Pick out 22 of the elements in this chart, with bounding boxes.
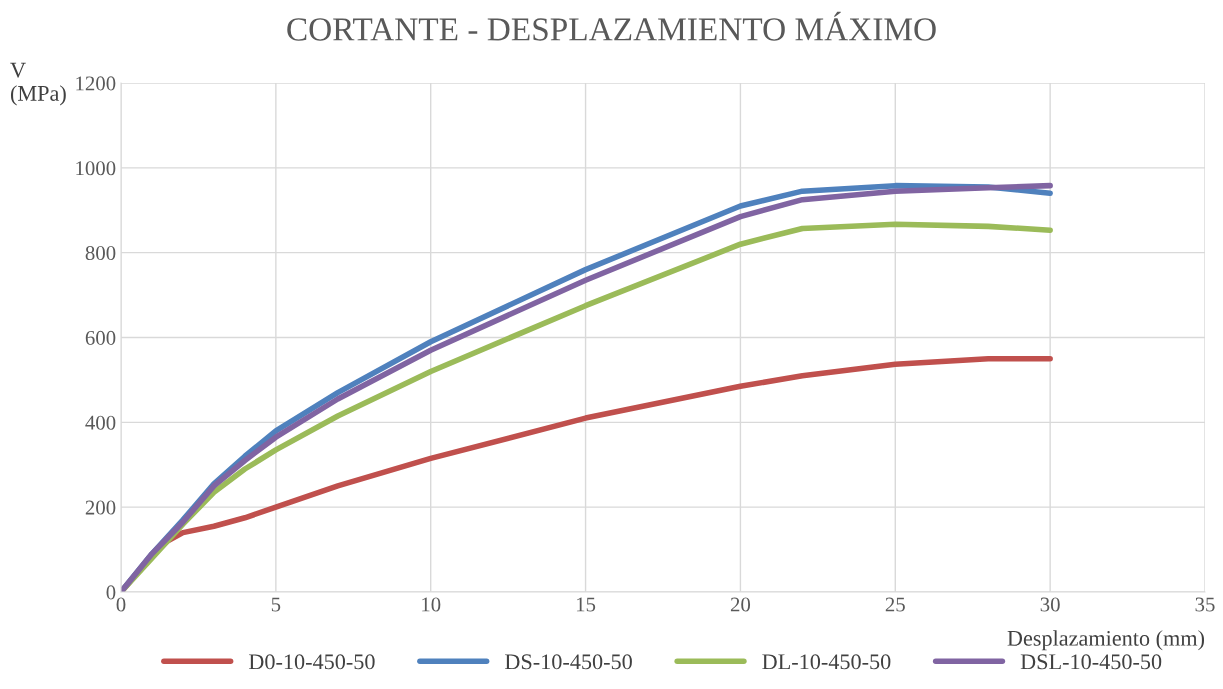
x-tick-label: 25	[885, 597, 905, 612]
y-axis-title: V (MPa)	[10, 62, 66, 106]
x-tick-label: 0	[116, 597, 126, 612]
legend-label: DS-10-450-50	[505, 654, 632, 670]
x-tick-label: 20	[730, 597, 751, 612]
x-tick-label: 5	[271, 597, 281, 612]
legend-label: D0-10-450-50	[248, 654, 375, 670]
legend-label: DL-10-450-50	[762, 654, 891, 670]
chart-title: CORTANTE - DESPLAZAMIENTO MÁXIMO	[287, 11, 936, 41]
x-axis-title: Desplazamiento (mm)	[1007, 630, 1205, 651]
y-tick-label: 800	[85, 246, 116, 261]
x-tick-label: 15	[576, 597, 596, 612]
x-tick-label: 35	[1195, 597, 1215, 612]
x-tick-label: 30	[1040, 597, 1060, 612]
x-tick-label: 10	[422, 597, 441, 612]
y-tick-label: 1200	[76, 76, 116, 91]
legend-label: DSL-10-450-50	[1020, 654, 1162, 670]
y-tick-label: 600	[85, 330, 116, 345]
y-tick-label: 1000	[76, 161, 116, 176]
y-tick-label: 400	[85, 415, 116, 430]
y-tick-label: 200	[85, 500, 116, 515]
y-tick-label: 0	[106, 585, 116, 600]
